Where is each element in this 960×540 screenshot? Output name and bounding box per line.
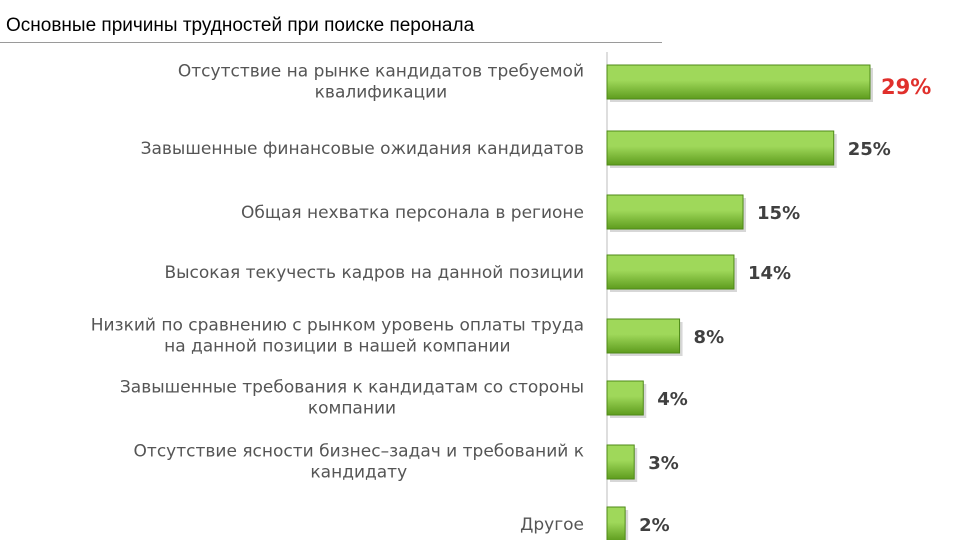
category-label-4-line-0: Низкий по сравнению с рынком уровень опл… [91, 316, 584, 336]
value-label-1: 25% [848, 139, 891, 160]
category-label-6-line-0: Отсутствие ясности бизнес–задач и требов… [134, 442, 584, 462]
bar-7 [606, 506, 626, 540]
category-label-2: Общая нехватка персонала в регионе [241, 203, 584, 223]
value-label-6: 3% [648, 453, 679, 474]
page-title: Основные причины трудностей при поиске п… [6, 15, 475, 36]
value-label-2: 15% [757, 203, 800, 224]
bars [606, 64, 873, 540]
bar-6 [606, 444, 635, 480]
category-label-1-line-0: Завышенные финансовые ожидания кандидато… [141, 139, 584, 159]
value-label-7: 2% [639, 515, 670, 536]
value-label-0: 29% [881, 75, 931, 99]
value-label-3: 14% [748, 263, 791, 284]
category-label-4: Низкий по сравнению с рынком уровень опл… [91, 316, 584, 357]
category-label-5-line-0: Завышенные требования к кандидатам со ст… [120, 378, 584, 398]
category-label-2-line-0: Общая нехватка персонала в регионе [241, 203, 584, 223]
category-label-0-line-1: квалификации [315, 83, 448, 103]
bar-4 [606, 318, 681, 354]
value-labels: 29% 25% 15% 14% 8% 4% 3% 2% [639, 75, 931, 536]
bar-0 [606, 64, 871, 100]
bar-1 [606, 130, 835, 166]
category-label-3-line-0: Высокая текучесть кадров на данной позиц… [164, 263, 584, 283]
bar-2 [606, 194, 744, 230]
category-label-4-line-1: на данной позиции в нашей компании [164, 337, 511, 357]
category-label-7-line-0: Другое [520, 515, 584, 535]
bar-3 [606, 254, 735, 290]
category-label-0-line-0: Отсутствие на рынке кандидатов требуемой [178, 62, 584, 82]
category-label-1: Завышенные финансовые ожидания кандидато… [141, 139, 584, 159]
category-label-0: Отсутствие на рынке кандидатов требуемой… [178, 62, 584, 103]
category-label-6-line-1: кандидату [310, 463, 407, 483]
bar-5 [606, 380, 644, 416]
value-label-4: 8% [694, 327, 725, 348]
category-label-3: Высокая текучесть кадров на данной позиц… [164, 263, 584, 283]
category-label-5: Завышенные требования к кандидатам со ст… [120, 378, 584, 419]
value-label-5: 4% [657, 389, 688, 410]
title-divider [0, 42, 662, 43]
category-labels: Отсутствие на рынке кандидатов требуемой… [91, 62, 584, 536]
category-label-6: Отсутствие ясности бизнес–задач и требов… [134, 442, 584, 483]
category-label-5-line-1: компании [308, 399, 396, 419]
category-label-7: Другое [520, 515, 584, 535]
